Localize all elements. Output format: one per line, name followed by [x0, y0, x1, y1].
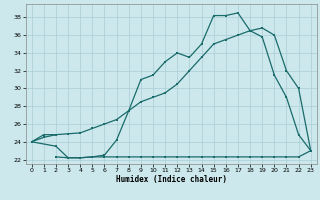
X-axis label: Humidex (Indice chaleur): Humidex (Indice chaleur) — [116, 175, 227, 184]
